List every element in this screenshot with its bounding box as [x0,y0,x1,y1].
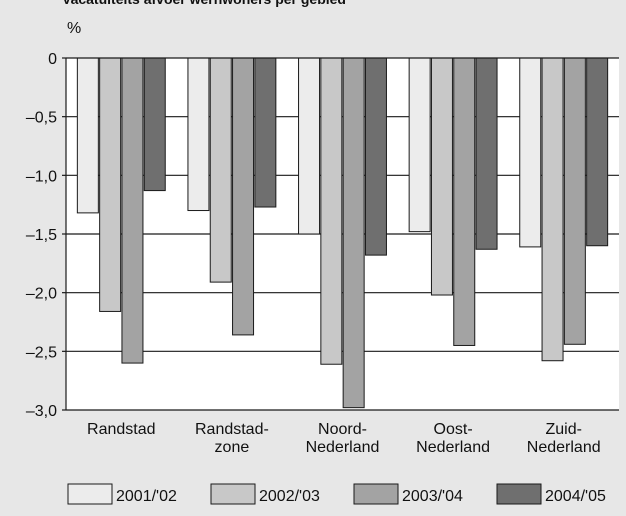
category-label: Nederland [527,439,601,456]
bar [408,57,431,233]
category-label: Nederland [306,439,380,456]
bar [430,57,453,296]
legend-label: 2004/'05 [545,488,606,505]
y-tick-label: –1,5 [26,227,57,244]
category-label: Zuid- [545,421,581,438]
legend-swatch [496,483,542,505]
bar [254,57,277,208]
y-tick-label: –2,5 [26,344,57,361]
y-tick-label: –1,0 [26,168,57,185]
category-label: Oost- [434,421,473,438]
category-label: Randstad- [195,421,269,438]
bar [519,57,542,248]
legend-swatch [353,483,399,505]
category-label: Randstad [87,421,156,438]
y-axis-label: % [67,20,81,37]
bar [99,57,122,312]
category-label: zone [215,439,250,456]
legend-swatch [67,483,113,505]
bar [232,57,255,336]
bar [209,57,232,283]
bar [76,57,99,214]
bar [364,57,387,256]
bar [187,57,210,212]
category-label: Nederland [416,439,490,456]
bar [121,57,144,364]
y-tick-label: –2,0 [26,286,57,303]
y-tick-label: 0 [48,51,57,68]
bar [143,57,166,192]
legend-label: 2001/'02 [116,488,177,505]
y-tick-label: –3,0 [26,403,57,420]
bar [453,57,476,346]
y-tick-label: –0,5 [26,110,57,127]
bar [475,57,498,250]
bar [563,57,586,345]
chart-title: Vacatuiteits afvoer wernwoners per gebie… [62,0,622,11]
bar [541,57,564,362]
bar [298,57,321,235]
bar [586,57,609,247]
legend-label: 2002/'03 [259,488,320,505]
legend-swatch [210,483,256,505]
category-label: Noord- [318,421,367,438]
legend-label: 2003/'04 [402,488,463,505]
bar [320,57,343,365]
bar [342,57,365,409]
